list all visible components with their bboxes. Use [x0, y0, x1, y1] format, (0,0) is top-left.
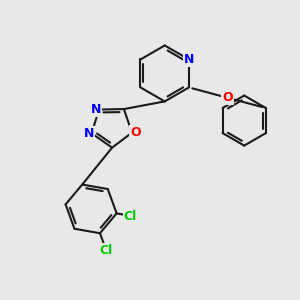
Text: Cl: Cl: [99, 244, 112, 257]
Text: O: O: [130, 126, 141, 139]
Text: N: N: [91, 103, 101, 116]
Text: O: O: [222, 91, 233, 104]
Text: N: N: [83, 127, 94, 140]
Text: N: N: [184, 53, 194, 66]
Text: Cl: Cl: [124, 210, 137, 223]
